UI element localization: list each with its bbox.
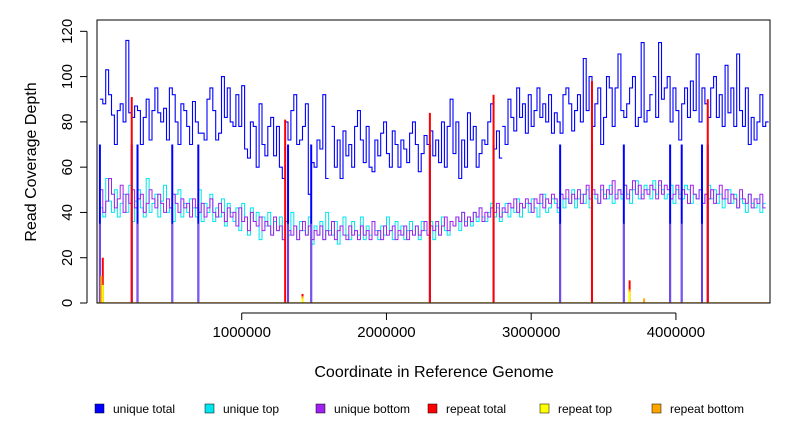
y-tick-label: 40: [59, 204, 76, 221]
y-axis-title: Read Coverage Depth: [23, 82, 40, 241]
y-tick-label: 100: [59, 64, 76, 89]
legend-label-repeat-total: repeat total: [446, 402, 506, 416]
x-axis: 1000000 2000000 3000000 4000000: [213, 312, 705, 341]
legend-label-unique-top: unique top: [223, 402, 279, 416]
series-layer: [97, 39, 770, 303]
legend-label-unique-total: unique total: [113, 402, 175, 416]
x-tick-label: 1000000: [213, 324, 271, 341]
series-line-unique-total-segment-0: [99, 39, 329, 195]
x-tick-label: 4000000: [647, 324, 705, 341]
series-line-unique-total-segment-3: [652, 42, 769, 146]
legend-swatch-unique-bottom: [315, 403, 326, 414]
y-tick-label: 60: [59, 159, 76, 176]
legend-swatch-unique-total: [94, 403, 105, 414]
legend-swatch-unique-top: [204, 403, 215, 414]
x-axis-title: Coordinate in Reference Genome: [314, 364, 553, 381]
legend-swatch-repeat-top: [539, 403, 550, 414]
y-tick-label: 0: [59, 299, 76, 307]
plot-frame: [96, 19, 771, 304]
y-tick-label: 20: [59, 249, 76, 266]
y-tick-label: 120: [59, 19, 76, 44]
legend: unique total unique top unique bottom repea…: [94, 402, 744, 416]
legend-swatch-repeat-total: [427, 403, 438, 414]
legend-label-repeat-top: repeat top: [558, 402, 612, 416]
legend-label-repeat-bottom: repeat bottom: [670, 402, 744, 416]
series-line-unique-bottom: [99, 178, 766, 241]
legend-swatch-repeat-bottom: [651, 403, 662, 414]
x-tick-label: 2000000: [357, 324, 415, 341]
x-tick-label: 3000000: [502, 324, 560, 341]
series-line-unique-total-segment-1: [331, 98, 503, 180]
y-axis: 0 20 40 60 80 100 120: [59, 19, 88, 307]
y-tick-label: 80: [59, 114, 76, 131]
series-line-unique-total-segment-2: [502, 42, 653, 146]
legend-label-unique-bottom: unique bottom: [334, 402, 410, 416]
